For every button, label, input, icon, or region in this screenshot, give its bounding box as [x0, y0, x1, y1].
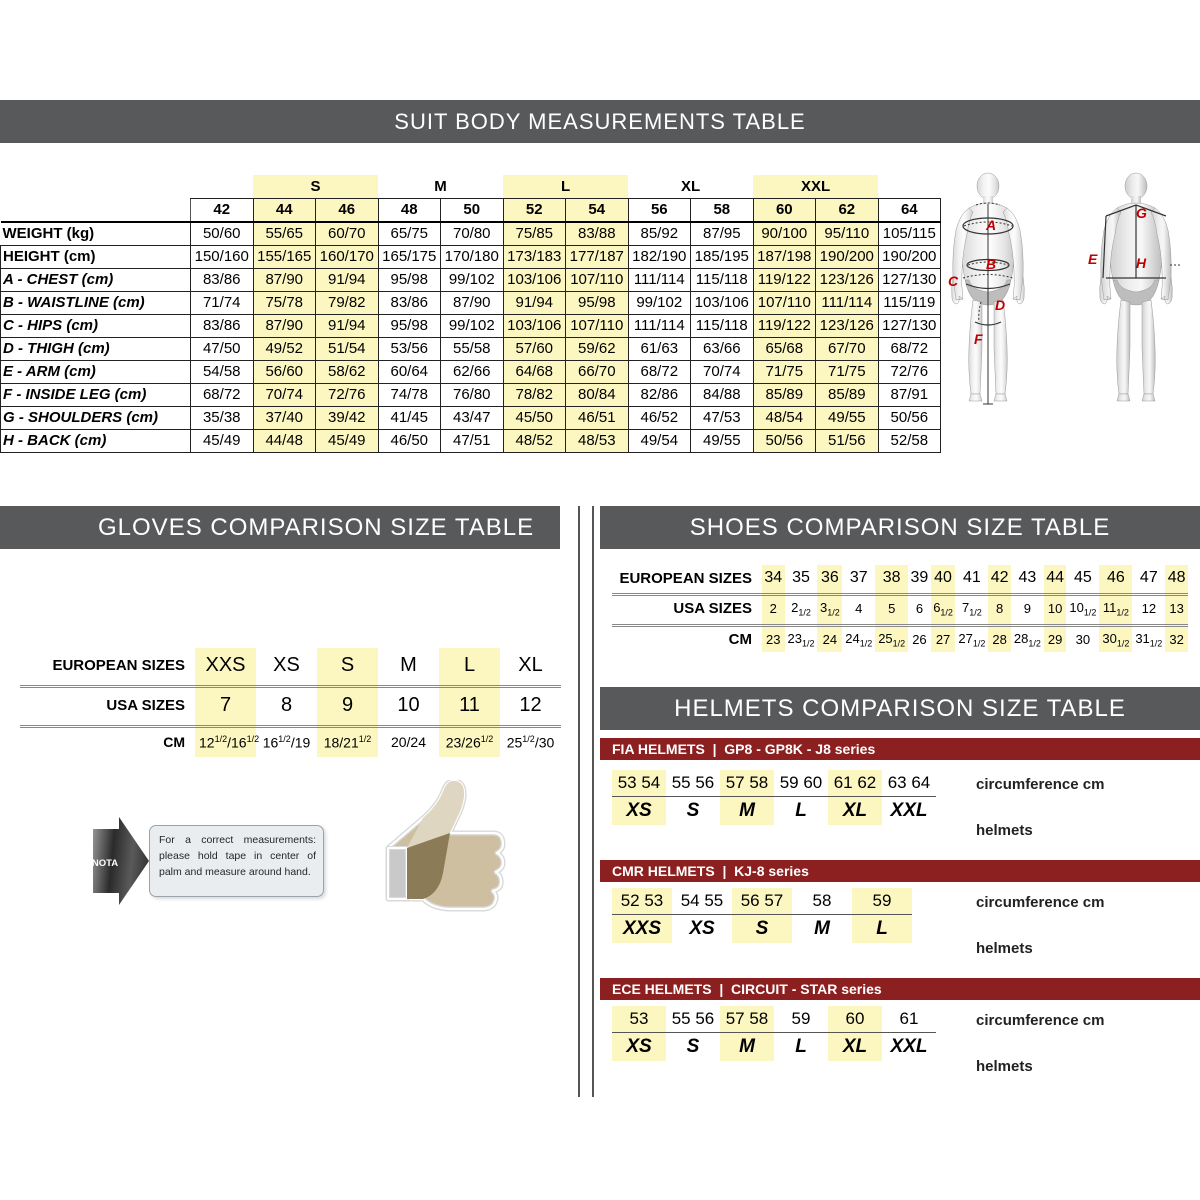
svg-text:A: A	[985, 217, 996, 233]
svg-text:E: E	[1088, 251, 1098, 267]
svg-text:B: B	[986, 256, 996, 272]
svg-text:C: C	[948, 273, 959, 289]
svg-text:F: F	[974, 331, 983, 347]
svg-text:G: G	[1136, 205, 1147, 221]
svg-text:D: D	[995, 297, 1005, 313]
svg-text:H: H	[1136, 255, 1147, 271]
